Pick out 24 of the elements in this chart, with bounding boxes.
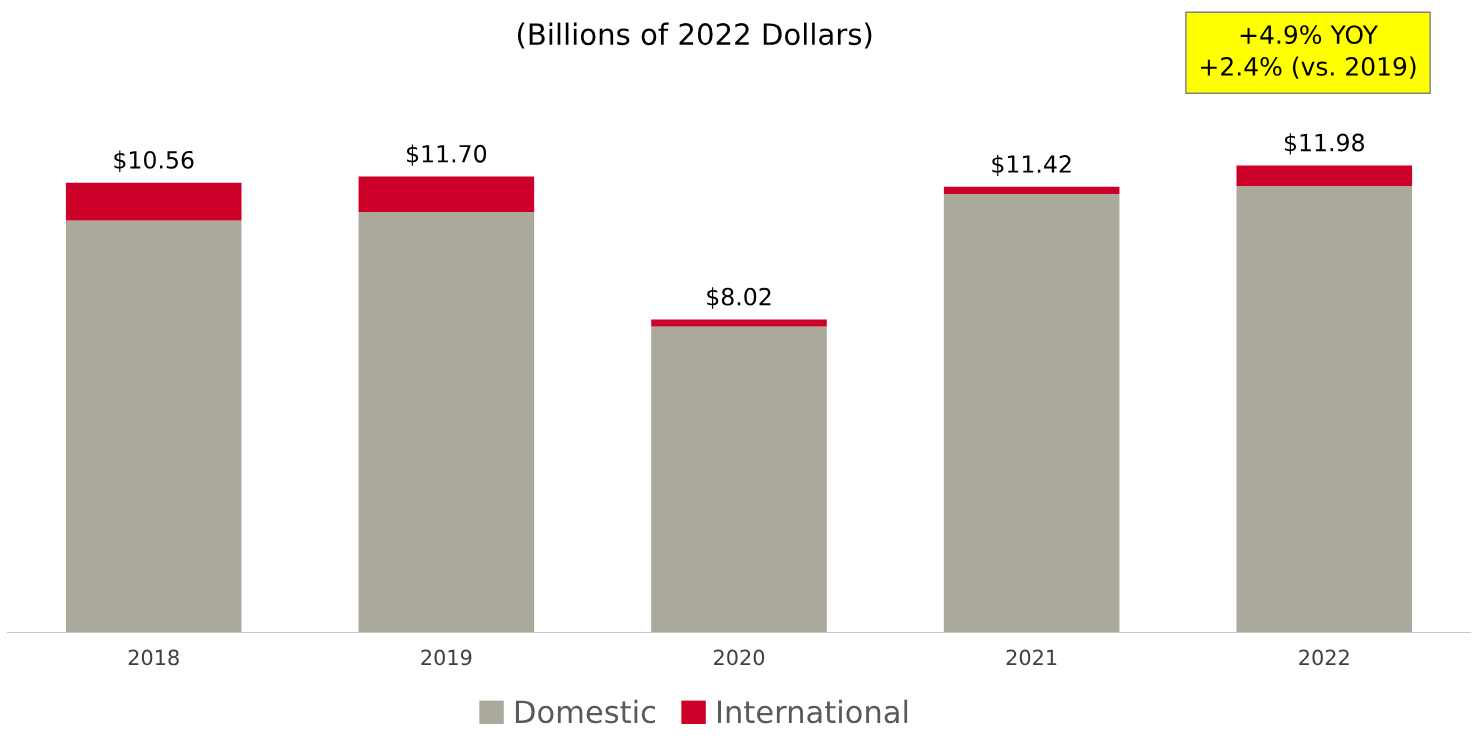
- bar: [358, 212, 535, 633]
- legend-label: International: [717, 699, 908, 724]
- bar: [943, 186, 1120, 194]
- annotation: $11.98: [1284, 133, 1364, 155]
- x-tick-label: 2018: [128, 649, 179, 666]
- x-tick-label: 2020: [714, 649, 765, 666]
- annotation: $8.02: [707, 287, 771, 309]
- annotation: $11.42: [992, 154, 1071, 177]
- x-tick-label: 2021: [1006, 649, 1057, 666]
- bar: [65, 220, 242, 633]
- bar: [1236, 185, 1413, 633]
- bar: [943, 193, 1120, 633]
- x-tick-label: 2022: [1299, 649, 1349, 666]
- annotation: $10.56: [114, 150, 194, 172]
- bar: [651, 319, 827, 327]
- text: +4.9% YOY +2.4% (vs. 2019): [1201, 25, 1416, 79]
- annotation: $11.70: [407, 144, 487, 166]
- legend-label: Domestic: [515, 699, 656, 724]
- chart-title: (Billions of 2022 Dollars): [517, 22, 872, 49]
- x-tick-label: 2019: [421, 649, 472, 666]
- bar: [1236, 165, 1413, 186]
- bar: [358, 176, 535, 213]
- bar: [651, 326, 827, 633]
- bar: [65, 182, 242, 221]
